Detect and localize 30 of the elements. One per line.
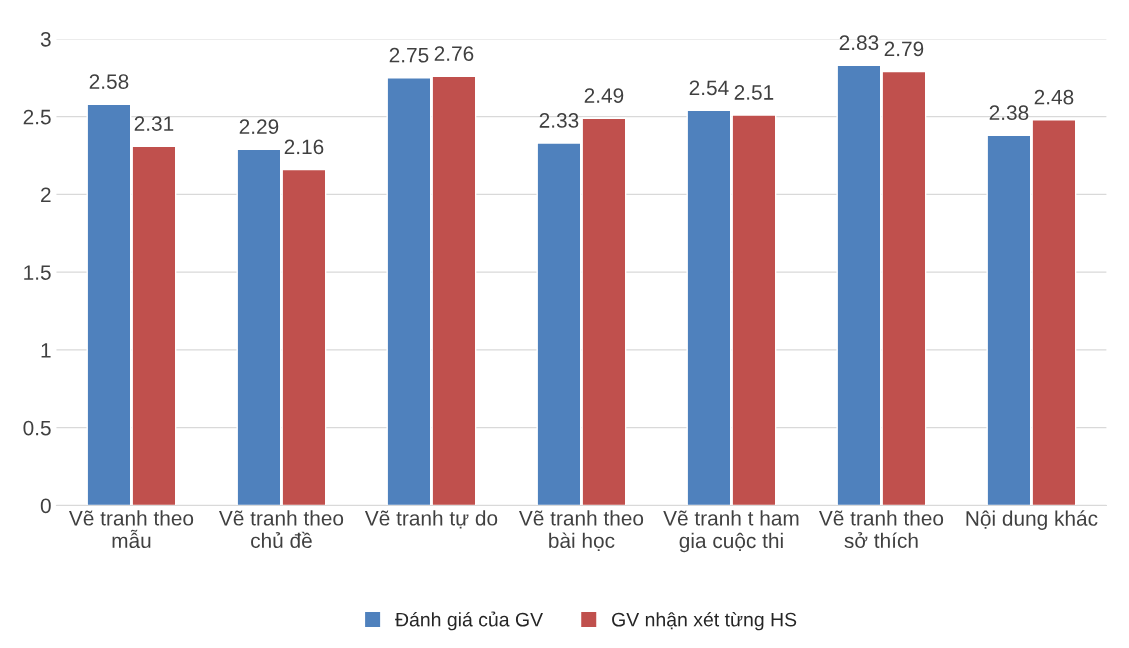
legend-label: GV nhận xét từng HS	[612, 611, 797, 631]
x-tick-label: Vẽ tranh theo sở thích	[818, 510, 944, 549]
data-label: 2.54	[689, 80, 729, 96]
x-tick-label: Vẽ tranh t ham gia cuộc thi	[663, 510, 799, 553]
x-tick-label: Vẽ tranh theo mẫu	[69, 510, 194, 549]
x-tick-label: Vẽ tranh tự do	[364, 510, 498, 529]
data-label: 2.79	[884, 41, 924, 57]
y-tick-label: 1.5	[24, 265, 51, 280]
x-tick-label: Nội dung khác	[966, 510, 1098, 530]
data-label: 2.33	[539, 113, 579, 128]
data-label: 2.29	[239, 119, 279, 135]
data-label: 2.76	[434, 46, 474, 61]
data-label: 2.16	[284, 139, 324, 155]
data-label: 2.75	[389, 47, 429, 63]
legend-label: Đánh giá của GV	[395, 611, 543, 631]
data-label: 2.83	[839, 35, 879, 51]
x-tick-label: Vẽ tranh theo bài học	[518, 510, 644, 551]
data-label: 2.49	[584, 88, 624, 103]
y-tick-label: 3	[40, 31, 51, 47]
data-label: 2.31	[134, 116, 174, 131]
y-tick-label: 2.5	[23, 109, 51, 125]
y-tick-label: 1	[41, 343, 51, 358]
data-label: 2.38	[989, 105, 1029, 121]
y-tick-label: 2	[41, 187, 51, 202]
y-tick-label: 0.5	[23, 420, 51, 436]
data-label: 2.51	[734, 85, 774, 100]
data-label: 2.48	[1034, 89, 1074, 105]
x-tick-label: Vẽ tranh theo chủ đề	[218, 510, 344, 549]
y-tick-label: 0	[40, 498, 51, 514]
data-label: 2.58	[89, 74, 129, 89]
